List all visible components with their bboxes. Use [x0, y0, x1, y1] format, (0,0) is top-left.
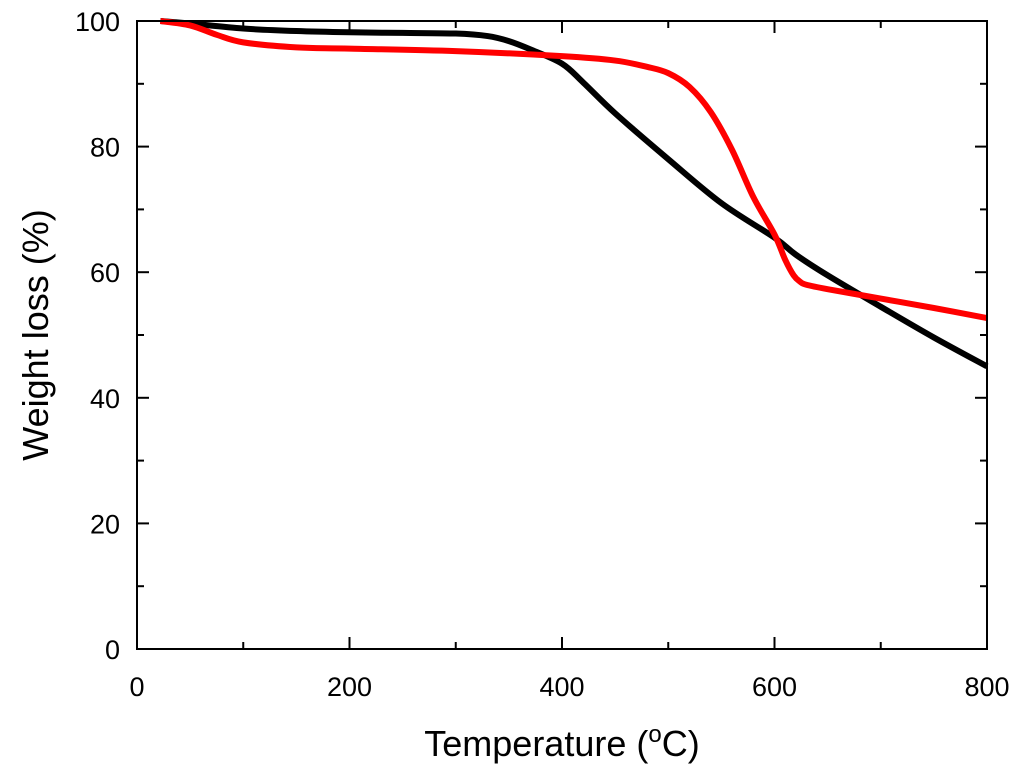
x-tick-label: 400: [539, 672, 584, 702]
series-line-black: [160, 18, 989, 370]
y-tick-label: 40: [90, 384, 120, 414]
x-axis-title-end: C): [662, 723, 700, 764]
y-tick-label: 0: [105, 635, 120, 665]
series-group: [159, 18, 989, 370]
x-axis-title-degree: o: [648, 721, 661, 748]
x-axis-title-main: Temperature (: [424, 723, 648, 764]
x-tick-label: 0: [129, 672, 144, 702]
x-tick-label: 200: [327, 672, 372, 702]
x-tick-label: 800: [964, 672, 1009, 702]
y-tick-label: 80: [90, 133, 120, 163]
y-tick-label: 20: [90, 509, 120, 539]
tick-labels-group: 0 200 400 600 800 0 20 40 60 80 100: [75, 7, 1010, 702]
plot-frame: [136, 20, 988, 650]
x-axis-title: Temperature (oC): [424, 721, 699, 764]
x-tick-label: 600: [752, 672, 797, 702]
y-tick-label: 60: [90, 258, 120, 288]
y-tick-label: 100: [75, 7, 120, 37]
series-line-red: [159, 18, 988, 321]
y-axis-title: Weight loss (%): [15, 209, 56, 460]
